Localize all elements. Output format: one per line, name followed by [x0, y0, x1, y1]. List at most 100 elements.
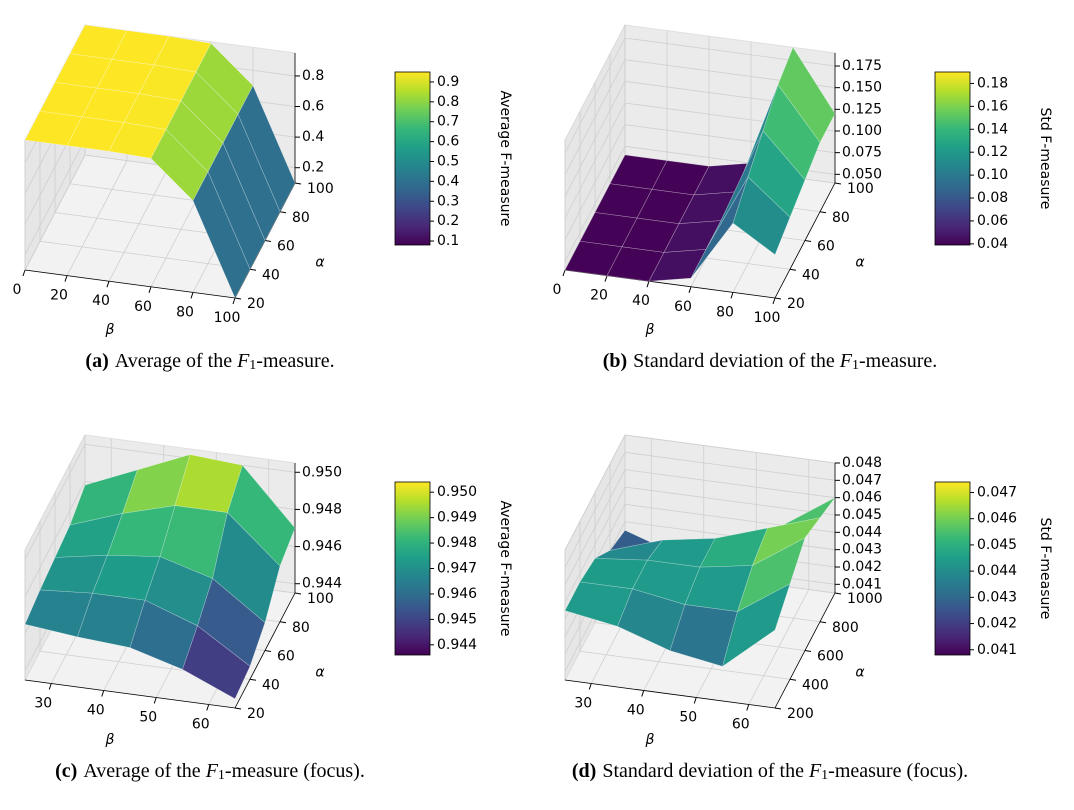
colorbar-tick-label: 0.043: [977, 589, 1017, 605]
colorbar-tick-label: 0.042: [977, 616, 1017, 632]
colorbar: [934, 71, 971, 246]
z-tick-label: 0.046: [842, 490, 882, 506]
surface-patch: [747, 130, 806, 218]
colorbar-tick-label: 0.9: [437, 74, 459, 90]
colorbar-tick-label: 0.944: [437, 637, 477, 653]
colorbar-tick-label: 0.3: [437, 193, 459, 209]
colorbar-tick-label: 0.950: [437, 484, 477, 500]
z-tick-label: 0.150: [842, 80, 882, 96]
x-tick-label: 100: [214, 310, 241, 326]
y-axis-label: α: [855, 664, 865, 680]
caption: (a) Average of the F1-measure.: [85, 350, 334, 374]
grid-line: [564, 486, 836, 603]
caption-var: F: [808, 760, 822, 782]
caption-text: Standard deviation of the: [602, 760, 809, 782]
y-tick-label: 80: [292, 210, 310, 226]
grid-line: [564, 59, 836, 175]
grid-line: [564, 469, 836, 585]
x-tick-label: 60: [134, 299, 152, 315]
panel: 0 20 40 60 80 100 20 40 60 80 100 0.2 0.4 0.6 0.8 β α 0.1…: [13, 24, 513, 374]
colorbar-tick-label: 0.16: [977, 98, 1008, 114]
z-tick-label: 0.944: [302, 576, 342, 592]
x-axis-label: β: [645, 732, 655, 748]
colorbar-tick-label: 0.5: [437, 153, 459, 169]
caption-end: -measure.: [256, 350, 334, 372]
caption-sub: 1: [249, 358, 256, 373]
x-tick: [153, 697, 157, 704]
x-tick-label: 40: [92, 293, 110, 309]
y-tick-label: 600: [817, 649, 844, 665]
colorbar-tick-label: 0.12: [977, 144, 1008, 160]
z-tick-label: 0.125: [842, 101, 882, 117]
y-tick: [294, 182, 302, 185]
colorbar-tick-label: 0.8: [437, 94, 459, 110]
y-tick: [279, 211, 287, 214]
caption-label: (d): [572, 760, 596, 782]
z-tick-label: 0.946: [302, 539, 342, 555]
colorbar-tick-label: 0.04: [977, 236, 1008, 252]
x-tick-label: 0: [553, 282, 562, 298]
y-tick-label: 100: [307, 181, 334, 197]
colorbar-tick-label: 0.06: [977, 213, 1008, 229]
caption-end: -measure.: [859, 350, 937, 372]
z-tick-label: 0.950: [302, 464, 342, 480]
caption-sub: 1: [218, 768, 225, 783]
y-tick-label: 60: [817, 239, 835, 255]
z-tick-label: 0.075: [842, 145, 882, 161]
x-tick-label: 50: [679, 710, 697, 726]
colorbar-tick-label: 0.947: [437, 561, 477, 577]
colorbar-label: Std F-measure: [1037, 518, 1053, 620]
colorbar-tick-label: 0.045: [977, 537, 1017, 553]
y-tick: [789, 268, 797, 271]
x-tick-label: 60: [732, 717, 750, 733]
colorbar-tick-label: 0.044: [977, 563, 1017, 579]
x-tick: [693, 697, 697, 704]
surface-patch: [777, 46, 836, 143]
colorbar-tick-label: 0.949: [437, 510, 477, 526]
y-tick: [834, 592, 842, 595]
axis-line: [564, 592, 836, 709]
z-tick-label: 0.041: [842, 576, 882, 592]
x-tick-label: 100: [754, 310, 781, 326]
colorbar-tick-label: 0.2: [437, 213, 459, 229]
caption-label: (c): [55, 760, 77, 782]
grid-line: [39, 111, 251, 270]
colorbar: [394, 481, 431, 656]
x-tick-label: 60: [674, 299, 692, 315]
colorbar-label: Average F-measure: [497, 500, 513, 636]
x-tick: [688, 286, 692, 293]
y-tick: [774, 297, 782, 300]
x-tick-label: 80: [716, 304, 734, 320]
grid-line: [564, 37, 836, 154]
y-tick: [279, 621, 287, 624]
colorbar-tick-label: 0.946: [437, 586, 477, 602]
x-tick: [206, 704, 210, 711]
z-tick-label: 0.948: [302, 501, 342, 517]
y-tick-label: 60: [277, 239, 295, 255]
y-tick-label: 200: [787, 706, 814, 722]
colorbar-tick-label: 0.948: [437, 535, 477, 551]
colorbar: [394, 71, 431, 246]
grid-line: [564, 451, 836, 568]
caption-end: -measure (focus).: [225, 760, 365, 782]
y-tick: [819, 211, 827, 214]
x-tick-label: 20: [50, 288, 68, 304]
x-tick-label: 50: [139, 710, 157, 726]
x-tick: [190, 292, 194, 299]
colorbar-label: Average F-measure: [497, 90, 513, 226]
y-tick-label: 80: [292, 620, 310, 636]
colorbar-tick-label: 0.1: [437, 233, 459, 249]
z-tick-label: 0.045: [842, 507, 882, 523]
surface-patch: [732, 176, 791, 256]
z-tick-label: 0.175: [842, 58, 882, 74]
z-tick-label: 0.4: [302, 129, 324, 145]
caption-var: F: [205, 760, 219, 782]
y-axis-label: α: [315, 254, 325, 270]
y-tick: [249, 268, 257, 271]
x-tick: [106, 281, 110, 288]
x-tick: [101, 690, 105, 697]
panel: 30 40 50 60204060801000.9440.9460.9480.950β…: [24, 434, 513, 783]
y-tick-label: 80: [832, 210, 850, 226]
x-tick: [604, 275, 608, 282]
x-tick-label: 20: [590, 288, 608, 304]
